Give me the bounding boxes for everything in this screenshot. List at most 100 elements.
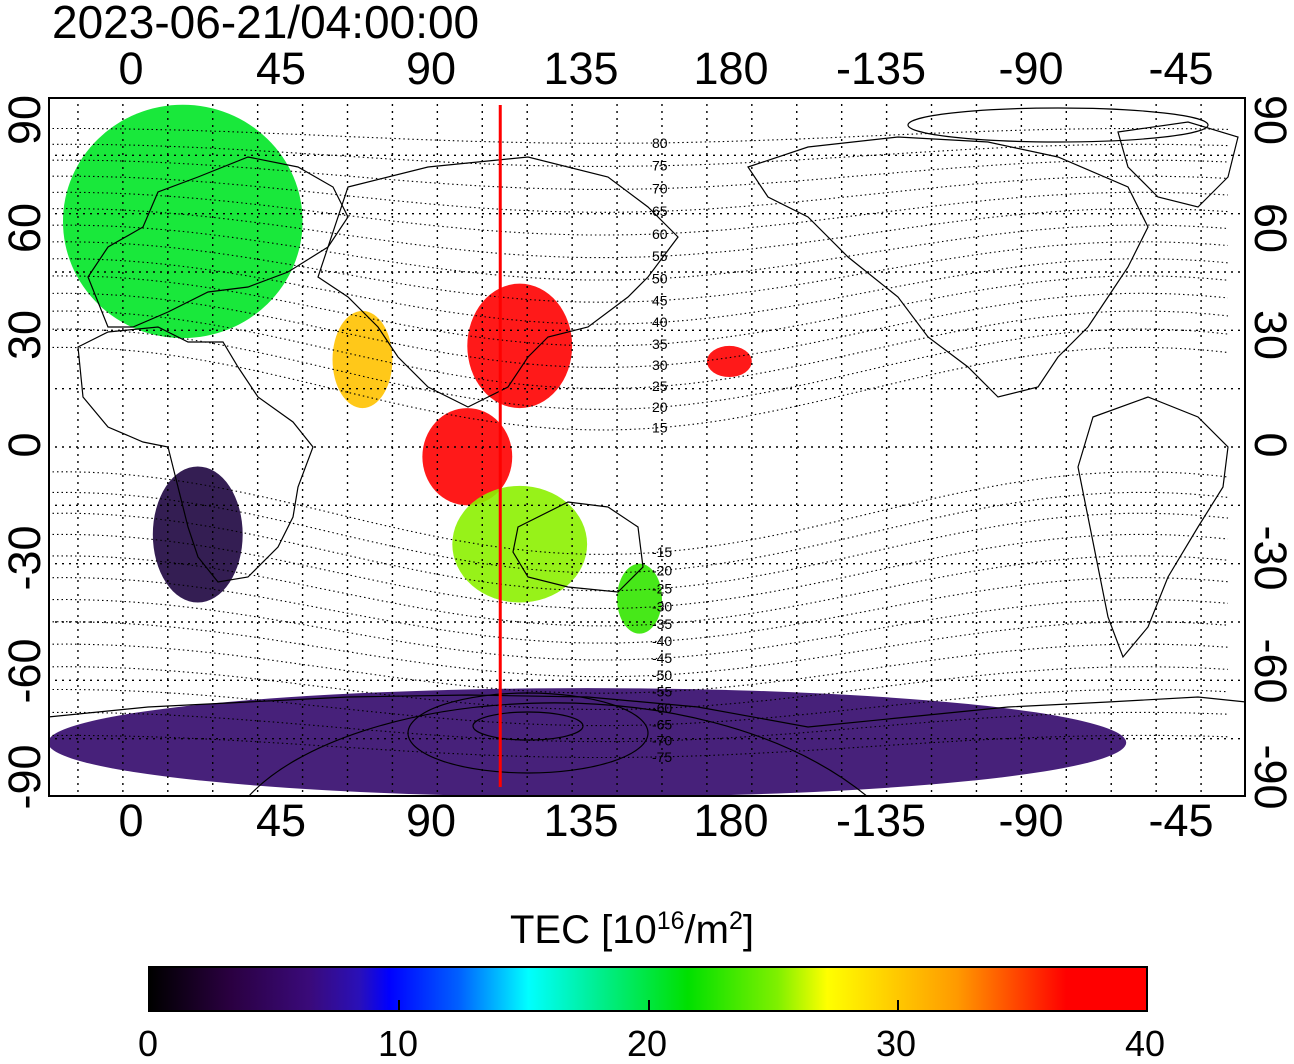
polar-contour-inner bbox=[472, 711, 584, 741]
contour-label: -25 bbox=[652, 580, 672, 596]
colorbar-title: TEC [1016/m2] bbox=[510, 907, 754, 952]
polar-contours bbox=[247, 107, 1209, 797]
contour-line bbox=[48, 734, 1229, 759]
contour-label: 80 bbox=[652, 135, 668, 151]
contour-line bbox=[48, 127, 1229, 144]
tec-region-india bbox=[332, 310, 393, 409]
contour-label: 20 bbox=[652, 399, 668, 415]
lon-top-label-m90: -90 bbox=[998, 43, 1064, 94]
greenland-coast bbox=[1117, 121, 1239, 208]
lon-bottom-label-180: 180 bbox=[693, 795, 769, 846]
contour-label: -20 bbox=[652, 562, 672, 578]
contour-label: -35 bbox=[652, 616, 672, 632]
colorbar-mark-20 bbox=[648, 1000, 650, 1010]
contour-label: -15 bbox=[652, 544, 672, 560]
contour-line bbox=[48, 512, 1229, 592]
contour-label: 70 bbox=[652, 181, 668, 197]
contour-label: 40 bbox=[652, 314, 668, 330]
contour-label: 50 bbox=[652, 270, 668, 286]
tec-region-australia bbox=[452, 485, 588, 603]
lon-top-label-180: 180 bbox=[693, 43, 769, 94]
lon-top-label-90: 90 bbox=[405, 43, 457, 94]
contour-line bbox=[48, 711, 1229, 743]
contour-label: 65 bbox=[652, 203, 668, 219]
contour-label: -30 bbox=[652, 598, 672, 614]
europe-coast bbox=[87, 156, 349, 328]
tec-region-southern-africa bbox=[152, 466, 243, 603]
contour-line bbox=[48, 577, 1229, 644]
colorbar-tick-10: 10 bbox=[377, 1023, 419, 1064]
frame-tick-bars bbox=[48, 97, 1246, 797]
contour-labels: 80 75 70 65 60 55 50 45 40 35 30 25 20 15 -15 -20 -25 -30… bbox=[652, 135, 672, 765]
south-america-coast bbox=[1077, 396, 1229, 659]
lat-left-label-m90: -90 bbox=[0, 744, 50, 810]
contour-line bbox=[48, 241, 1229, 303]
contour-label: 25 bbox=[652, 378, 668, 394]
colorbar-tick-40: 40 bbox=[1124, 1023, 1166, 1064]
africa-coast bbox=[77, 326, 314, 583]
contour-line bbox=[48, 533, 1229, 610]
contour-line bbox=[48, 143, 1229, 167]
contour-label: 30 bbox=[652, 357, 668, 373]
asia-coast bbox=[317, 156, 679, 408]
contour-label: -55 bbox=[652, 684, 672, 700]
contour-label: 55 bbox=[652, 248, 668, 264]
contour-line bbox=[48, 621, 1229, 678]
colorbar-tick-20: 20 bbox=[626, 1023, 668, 1064]
lon-bottom-label-0: 0 bbox=[118, 795, 144, 846]
lat-right-label-m90: -90 bbox=[1245, 744, 1294, 810]
lon-bottom-label-45: 45 bbox=[255, 795, 307, 846]
contour-label: 60 bbox=[652, 226, 668, 242]
polar-contour-outer bbox=[247, 702, 869, 797]
contour-line bbox=[48, 491, 1229, 574]
lon-top-label-m45: -45 bbox=[1148, 43, 1214, 94]
lon-bottom-label-m135: -135 bbox=[835, 795, 927, 846]
tec-region-hawaii bbox=[706, 345, 752, 377]
lon-bottom-label-m90: -90 bbox=[998, 795, 1064, 846]
lon-top-label-0: 0 bbox=[118, 43, 144, 94]
contour-line bbox=[48, 328, 1229, 410]
lon-top-label-45: 45 bbox=[255, 43, 307, 94]
australia-coast bbox=[512, 501, 644, 593]
colorbar-tick-0: 0 bbox=[137, 1023, 159, 1064]
contour-label: -60 bbox=[652, 700, 672, 716]
contour-label: 35 bbox=[652, 336, 668, 352]
contour-label: 45 bbox=[652, 292, 668, 308]
colorbar-mark-30 bbox=[897, 1000, 899, 1010]
contour-label: -70 bbox=[652, 733, 672, 749]
contour-line bbox=[48, 159, 1229, 190]
tec-region-japan-east-asia bbox=[467, 283, 573, 409]
colorbar-mark-10 bbox=[398, 1000, 400, 1010]
tec-region-antarctica bbox=[48, 688, 1127, 797]
lon-top-label-135: 135 bbox=[543, 43, 619, 94]
contour-label: 75 bbox=[652, 158, 668, 174]
antarctica-coast bbox=[48, 694, 1246, 728]
contour-line bbox=[48, 688, 1229, 727]
contour-line bbox=[48, 598, 1229, 661]
lon-bottom-label-m45: -45 bbox=[1148, 795, 1214, 846]
lon-bottom-label-90: 90 bbox=[405, 795, 457, 846]
lon-top-label-m135: -135 bbox=[835, 43, 927, 94]
coastlines bbox=[48, 121, 1246, 728]
timestamp: 2023-06-21/04:00:00 bbox=[52, 0, 480, 48]
tec-regions-layer bbox=[48, 104, 1127, 797]
contour-line bbox=[48, 310, 1229, 390]
contour-label: -45 bbox=[652, 650, 672, 666]
contour-line bbox=[48, 224, 1229, 281]
contour-label: 15 bbox=[652, 419, 668, 435]
contour-line bbox=[48, 175, 1229, 213]
polar-contour-mid bbox=[407, 692, 649, 774]
tec-region-indonesia bbox=[422, 408, 513, 506]
magnetic-contours bbox=[48, 127, 1229, 759]
contour-line bbox=[48, 471, 1229, 555]
north-america-coast bbox=[747, 136, 1149, 398]
contour-label: -75 bbox=[652, 749, 672, 765]
contour-line bbox=[48, 258, 1229, 325]
contour-label: -50 bbox=[652, 667, 672, 683]
contour-line bbox=[48, 346, 1229, 431]
tec-map: 80 75 70 65 60 55 50 45 40 35 30 25 20 15 -15 -20 -25 -30… bbox=[48, 97, 1246, 797]
lon-bottom-label-135: 135 bbox=[543, 795, 619, 846]
contour-label: -40 bbox=[652, 633, 672, 649]
contour-label: -65 bbox=[652, 717, 672, 733]
colorbar-tick-30: 30 bbox=[875, 1023, 917, 1064]
